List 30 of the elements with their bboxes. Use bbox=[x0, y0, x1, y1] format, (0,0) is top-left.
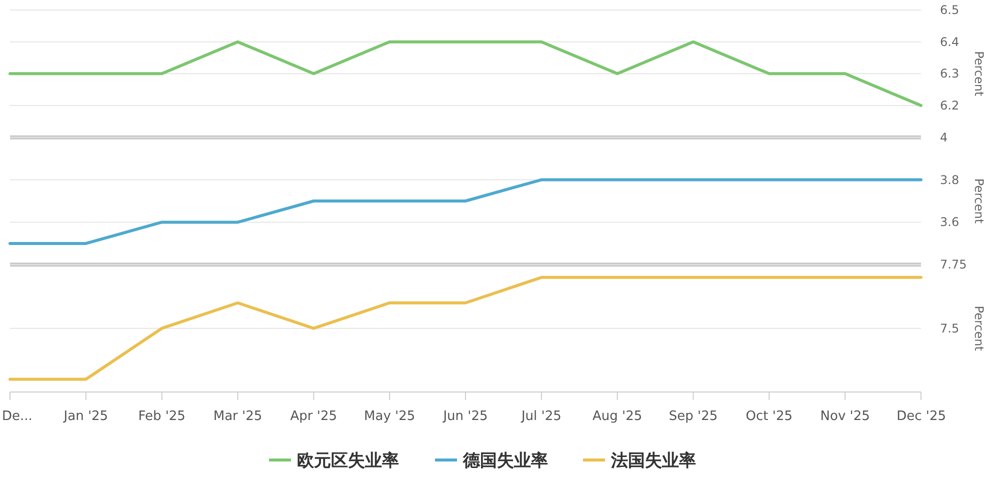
legend-label: 德国失业率 bbox=[462, 451, 548, 471]
line-series bbox=[8, 276, 922, 381]
legend-label: 法国失业率 bbox=[610, 451, 696, 471]
x-tick-label: Aug '25 bbox=[592, 409, 642, 424]
y-tick-label: 6.2 bbox=[940, 98, 960, 112]
y-tick-label: 7.5 bbox=[940, 321, 960, 336]
y-tick-label: 6.5 bbox=[940, 3, 960, 17]
x-tick-label: Feb '25 bbox=[138, 409, 186, 424]
line-series bbox=[8, 178, 922, 245]
y-axis-title: Percent bbox=[972, 51, 986, 97]
y-axis-title: Percent bbox=[972, 306, 986, 352]
x-tick-label: Jan '25 bbox=[62, 409, 108, 424]
x-tick-label: Dec '25 bbox=[896, 409, 946, 424]
y-tick-label: 7.75 bbox=[940, 258, 967, 272]
x-tick-label: Mar '25 bbox=[213, 409, 262, 424]
y-axis-title: Percent bbox=[972, 178, 986, 224]
x-tick-label: Nov '25 bbox=[820, 409, 870, 424]
x-tick-label: Jun '25 bbox=[442, 409, 488, 424]
y-tick-label: 3.6 bbox=[940, 215, 960, 230]
x-tick-label: Sep '25 bbox=[668, 409, 718, 424]
y-tick-label: 3.8 bbox=[940, 172, 960, 187]
x-tick-label: Jul '25 bbox=[520, 409, 562, 424]
y-tick-label: 6.3 bbox=[940, 66, 960, 81]
x-tick-label: Oct '25 bbox=[746, 409, 793, 424]
x-tick-label: De... bbox=[2, 409, 32, 424]
x-tick-label: Apr '25 bbox=[290, 409, 338, 424]
y-tick-label: 4 bbox=[940, 130, 948, 144]
y-tick-label: 6.4 bbox=[940, 34, 960, 49]
x-tick-label: May '25 bbox=[364, 409, 416, 424]
legend-label: 欧元区失业率 bbox=[297, 451, 399, 471]
